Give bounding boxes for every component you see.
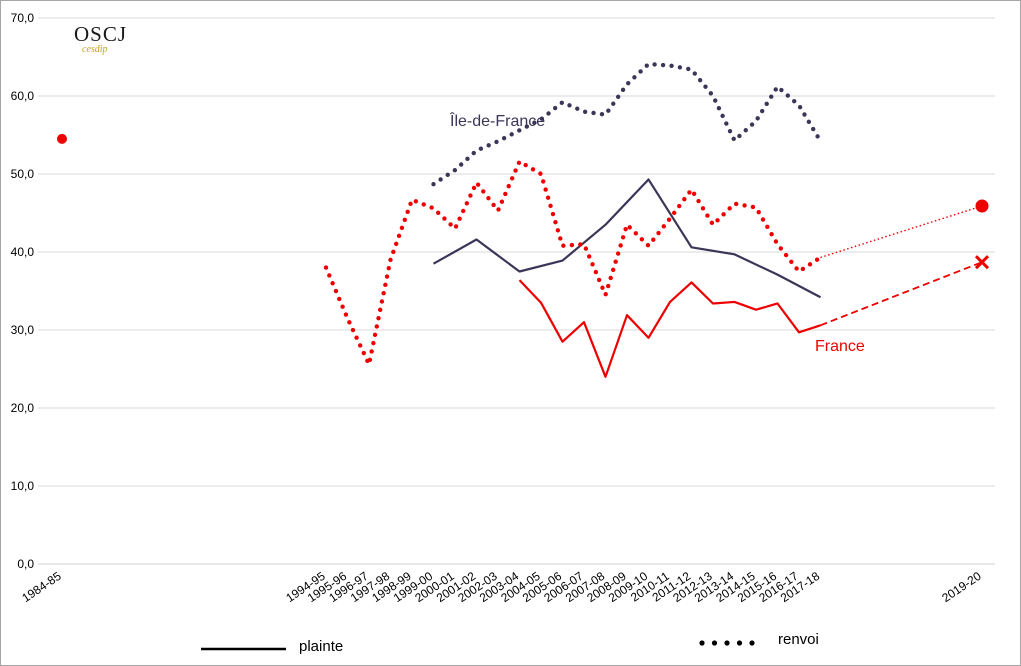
france-renvoi-marker-1984-85 bbox=[57, 133, 67, 144]
ile-de-france-plainte-line bbox=[432, 178, 822, 299]
logo-text: OSCJ bbox=[74, 22, 127, 46]
legend-renvoi-swatch bbox=[699, 640, 755, 646]
legend-renvoi-label: renvoi bbox=[778, 631, 819, 648]
annotation-ile-de-france: Île-de-France bbox=[449, 111, 545, 130]
france-renvoi-marker-2019-20 bbox=[975, 199, 989, 213]
y-tick-label: 30,0 bbox=[11, 323, 35, 337]
grid-layer bbox=[38, 17, 995, 487]
legend-plainte-label: plainte bbox=[299, 638, 343, 655]
y-tick-label: 50,0 bbox=[11, 167, 35, 181]
france-plainte-connector bbox=[820, 261, 983, 327]
legend: plainte renvoi bbox=[201, 631, 819, 655]
france-renvoi-connector bbox=[820, 205, 983, 259]
x-tick-label: 1984-85 bbox=[19, 569, 64, 605]
legend-renvoi-dot bbox=[749, 640, 755, 646]
y-tick-label: 60,0 bbox=[11, 89, 35, 103]
x-tick-label: 2019-20 bbox=[939, 569, 984, 605]
logo-subtext: cesdip bbox=[82, 44, 108, 55]
series-layer bbox=[57, 61, 990, 378]
y-tick-label: 40,0 bbox=[11, 245, 35, 259]
france-renvoi-dotted-line bbox=[323, 159, 823, 367]
y-tick-label: 70,0 bbox=[11, 11, 35, 25]
legend-renvoi-dot bbox=[736, 640, 743, 646]
france-plainte-line bbox=[518, 279, 821, 378]
y-tick-label: 20,0 bbox=[11, 401, 35, 415]
legend-renvoi-dot bbox=[724, 640, 730, 646]
cross-stroke bbox=[974, 255, 990, 270]
annotation-france: France bbox=[815, 338, 865, 355]
legend-renvoi-dot bbox=[699, 640, 705, 646]
oscj-logo: OSCJ cesdip bbox=[74, 22, 127, 55]
y-tick-label: 10,0 bbox=[11, 479, 35, 493]
legend-renvoi-dot bbox=[711, 640, 718, 646]
y-tick-label: 0,0 bbox=[17, 557, 34, 571]
france-plainte-cross-marker-2019-20 bbox=[974, 255, 990, 270]
